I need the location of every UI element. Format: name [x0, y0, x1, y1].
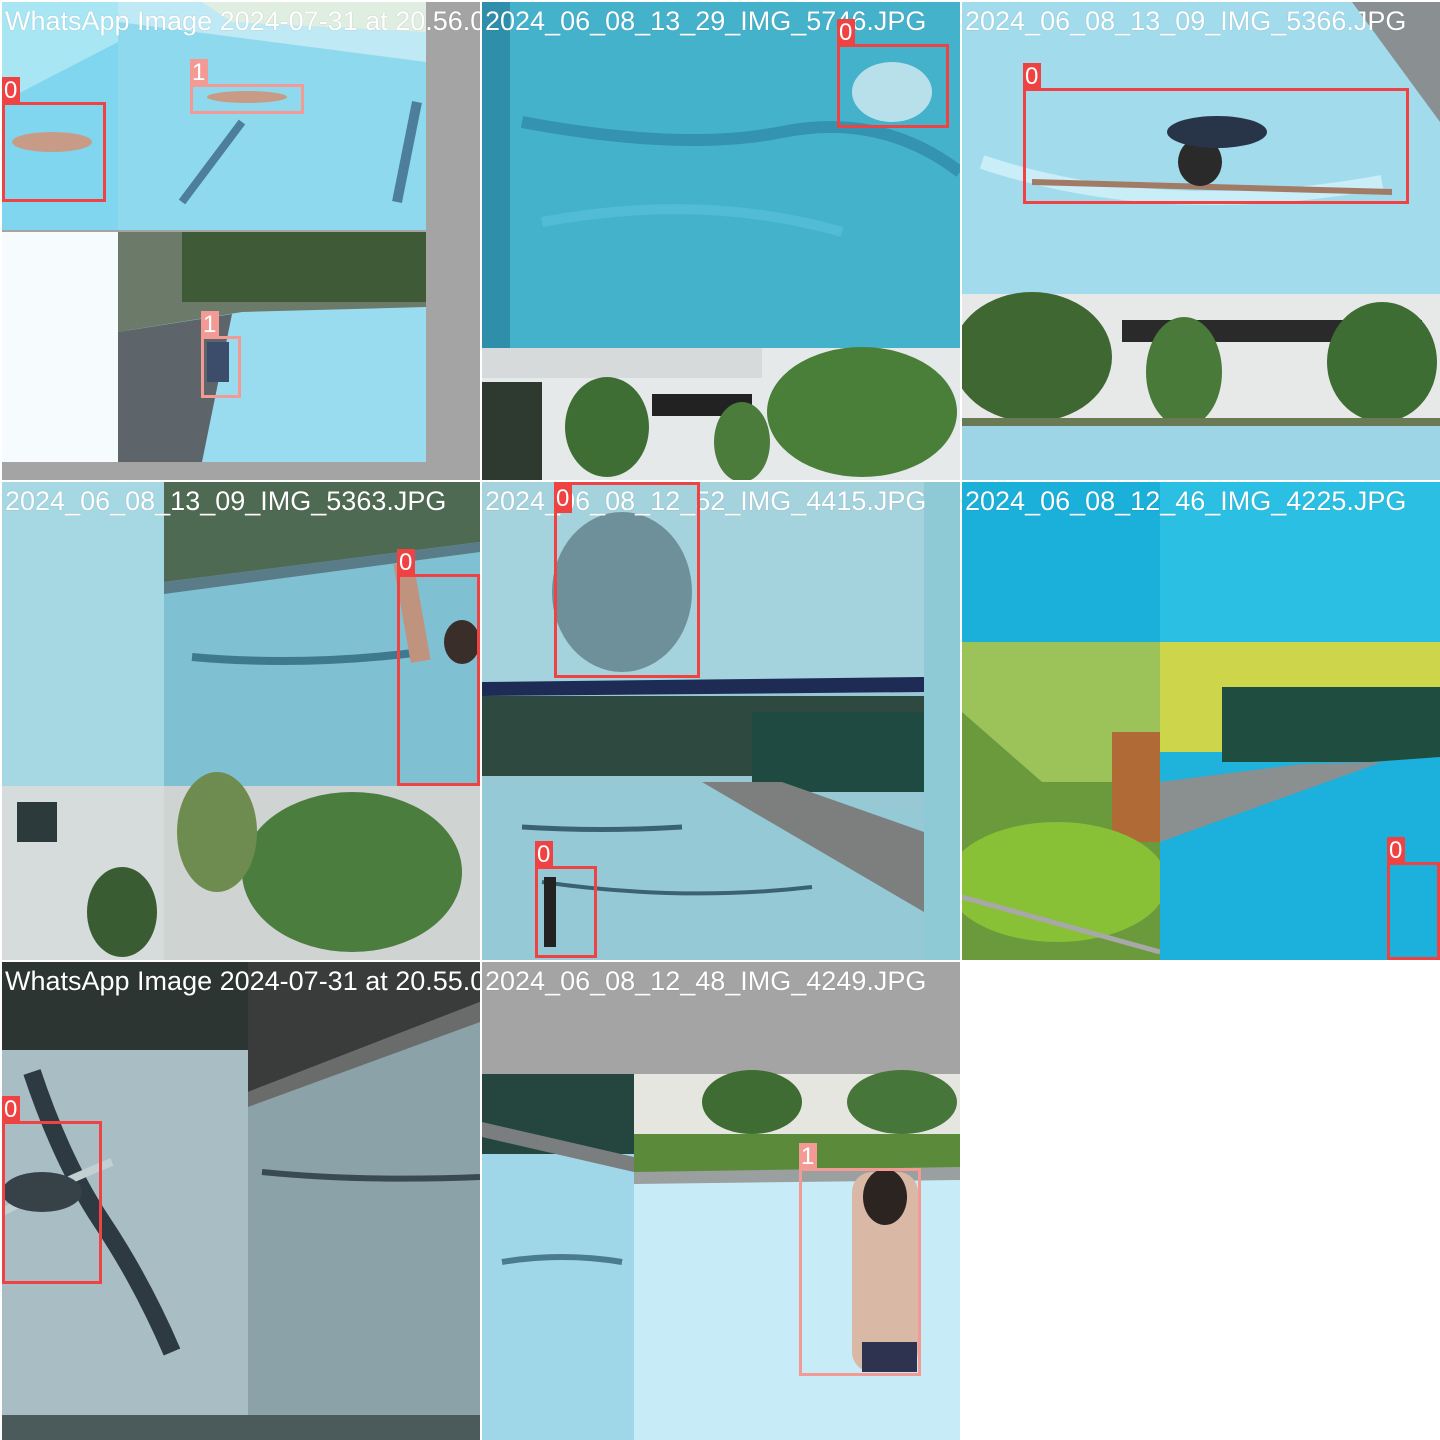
- mosaic-tile: 2024_06_08_13_09_IMG_5363.JPG 0: [2, 482, 480, 960]
- class-label: 0: [535, 841, 553, 869]
- class-label: 0: [1023, 63, 1041, 91]
- tile-image: [962, 482, 1440, 960]
- class-label: 0: [2, 1096, 20, 1124]
- class-label: 0: [837, 19, 855, 47]
- detection-box: 0: [2, 1121, 102, 1284]
- mosaic-tile: WhatsApp Image 2024-07-31 at 20.56.08 ( …: [2, 2, 480, 480]
- mosaic-tile: 2024_06_08_12_46_IMG_4225.JPG 0: [962, 482, 1440, 960]
- mosaic-tile: 2024_06_08_12_48_IMG_4249.JPG 1: [482, 962, 960, 1440]
- mosaic-tile: 2024_06_08_12_52_IMG_4415.JPG 0 0: [482, 482, 960, 960]
- detection-box: 1: [201, 336, 241, 398]
- detection-box: 1: [799, 1168, 921, 1376]
- detection-box: 0: [397, 574, 480, 786]
- mosaic-tile: 2024_06_08_13_29_IMG_5746.JPG 0: [482, 2, 960, 480]
- detection-box: 0: [1023, 88, 1409, 204]
- detection-box: 0: [1387, 862, 1440, 960]
- class-label: 1: [190, 59, 208, 87]
- detection-box: 0: [535, 866, 597, 958]
- detection-box: 0: [837, 44, 949, 128]
- mosaic-tile: WhatsApp Image 2024-07-31 at 20.55.08.jp…: [2, 962, 480, 1440]
- detection-box: 0: [554, 482, 700, 678]
- detection-box: 0: [2, 102, 106, 202]
- class-label: 0: [554, 485, 572, 513]
- tile-image: [2, 2, 480, 480]
- mosaic-tile: 2024_06_08_13_09_IMG_5366.JPG 0: [962, 2, 1440, 480]
- class-label: 1: [201, 311, 219, 339]
- class-label: 0: [1387, 837, 1405, 865]
- detection-box: 1: [190, 84, 304, 114]
- class-label: 1: [799, 1143, 817, 1171]
- class-label: 0: [397, 549, 415, 577]
- class-label: 0: [2, 77, 20, 105]
